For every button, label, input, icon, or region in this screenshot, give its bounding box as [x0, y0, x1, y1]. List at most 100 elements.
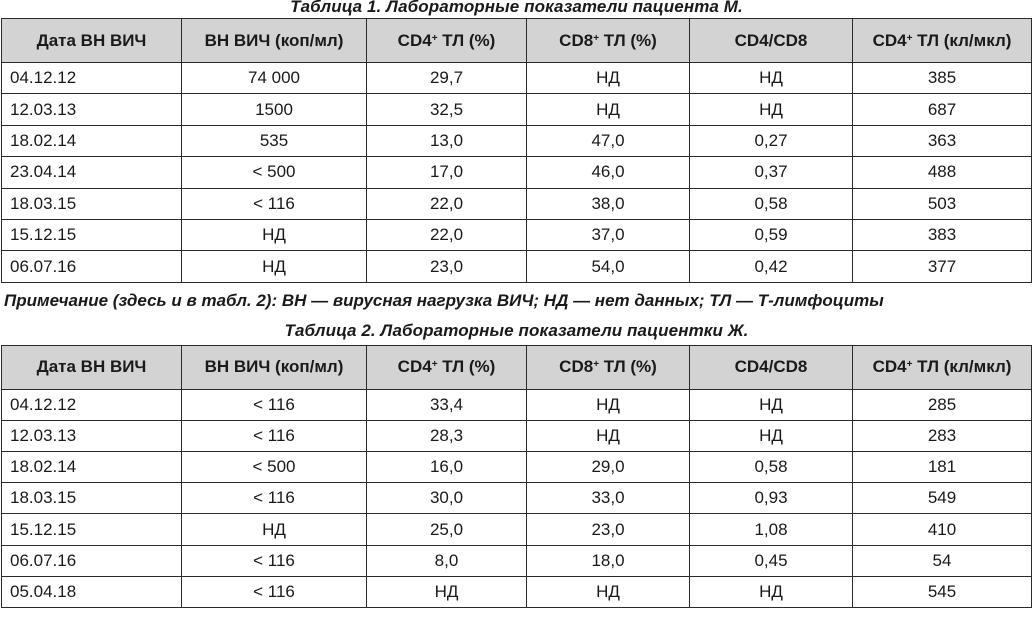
- header-text-tail: ТЛ (%): [599, 357, 657, 377]
- table-cell: 17,0: [366, 156, 527, 189]
- table-cell: 285: [852, 388, 1032, 421]
- header-text: CD4: [397, 30, 432, 50]
- table1-body: 04.12.12 74 000 29,7 НД НД 385 12.03.13 1500 32,…: [1, 61, 1032, 283]
- table-cell: НД: [526, 388, 690, 421]
- table-cell: 30,0: [366, 482, 527, 515]
- table-cell: < 116: [181, 482, 367, 515]
- table1-column-header: ВН ВИЧ (коп/мл): [181, 18, 367, 63]
- table-cell: < 116: [181, 544, 367, 577]
- table-cell: 0,42: [689, 250, 853, 283]
- table-cell: 54,0: [526, 250, 690, 283]
- table-cell: 0,37: [689, 156, 853, 189]
- table-cell: НД: [181, 218, 367, 252]
- table-row: 18.02.14 < 500 16,0 29,0 0,58 181: [1, 451, 1032, 484]
- table-cell: 18,0: [526, 544, 690, 577]
- table-row: 06.07.16 < 116 8,0 18,0 0,45 54: [1, 544, 1032, 577]
- table-cell: 38,0: [526, 187, 690, 220]
- table-cell: 22,0: [366, 187, 527, 220]
- table-cell: 1500: [181, 93, 367, 126]
- header-superscript: +: [906, 32, 913, 44]
- table-cell: < 500: [181, 156, 367, 189]
- table1-column-header: CD8+ ТЛ (%): [526, 18, 690, 63]
- table-cell: НД: [689, 419, 853, 453]
- table2-body: 04.12.12 < 116 33,4 НД НД 285 12.03.13 < 116 28,…: [1, 388, 1032, 609]
- table-cell: 1,08: [689, 513, 853, 546]
- table2-caption: Таблица 2. Лабораторные показатели пацие…: [284, 320, 749, 340]
- table-cell: 377: [852, 250, 1032, 283]
- table-cell: 0,58: [689, 187, 853, 220]
- date-cell: 06.07.16: [1, 544, 182, 577]
- table-cell: 46,0: [526, 156, 690, 189]
- table-cell: < 116: [181, 419, 367, 453]
- date-cell: 06.07.16: [1, 250, 182, 283]
- table-cell: 549: [852, 482, 1032, 515]
- table-row: 05.04.18 < 116 НД НД НД 545: [1, 575, 1032, 609]
- table-cell: 28,3: [366, 419, 527, 453]
- table-cell: 8,0: [366, 544, 527, 577]
- table-row: 12.03.13 < 116 28,3 НД НД 283: [1, 419, 1032, 453]
- table-cell: НД: [526, 61, 690, 95]
- table-cell: < 116: [181, 575, 367, 609]
- table-cell: 29,0: [526, 451, 690, 484]
- table-cell: 25,0: [366, 513, 527, 546]
- table-cell: < 500: [181, 451, 367, 484]
- table-cell: НД: [181, 513, 367, 546]
- table-cell: 22,0: [366, 218, 527, 252]
- header-text-tail: ТЛ (кл/мкл): [912, 30, 1012, 50]
- table-cell: НД: [526, 419, 690, 453]
- header-text-tail: ТЛ (%): [437, 30, 496, 50]
- table-cell: 410: [852, 513, 1032, 546]
- header-superscript: +: [431, 32, 438, 44]
- table-cell: 29,7: [366, 61, 527, 95]
- date-cell: 18.03.15: [1, 187, 182, 220]
- table-cell: 32,5: [366, 93, 527, 126]
- date-cell: 12.03.13: [1, 93, 182, 126]
- table-cell: 181: [852, 451, 1032, 484]
- table2-column-header: CD4+ ТЛ (%): [366, 344, 527, 390]
- table-cell: 0,59: [689, 218, 853, 252]
- table-cell: 33,0: [526, 482, 690, 515]
- date-cell: 15.12.15: [1, 513, 182, 546]
- date-cell: 05.04.18: [1, 575, 182, 609]
- table-row: 18.02.14 535 13,0 47,0 0,27 363: [1, 124, 1032, 158]
- header-text: CD4: [872, 30, 907, 50]
- table-cell: 13,0: [366, 124, 527, 158]
- table-cell: НД: [689, 575, 853, 609]
- header-text: CD4: [872, 357, 907, 377]
- date-cell: 15.12.15: [1, 218, 182, 252]
- header-text: CD4/CD8: [734, 357, 808, 377]
- date-cell: 23.04.14: [1, 156, 182, 189]
- header-superscript: +: [593, 359, 600, 371]
- table-cell: НД: [526, 575, 690, 609]
- date-cell: 12.03.13: [1, 419, 182, 453]
- table-cell: 0,93: [689, 482, 853, 515]
- header-superscript: +: [431, 359, 438, 371]
- header-text-tail: ТЛ (%): [437, 357, 496, 377]
- date-cell: 18.02.14: [1, 451, 182, 484]
- table1-caption: Таблица 1. Лабораторные показатели пацие…: [290, 0, 743, 16]
- table-cell: 503: [852, 187, 1032, 220]
- table1-column-header: CD4+ ТЛ (кл/мкл): [852, 18, 1032, 63]
- table-cell: НД: [689, 93, 853, 126]
- table-cell: 383: [852, 218, 1032, 252]
- table-row: 18.03.15 < 116 22,0 38,0 0,58 503: [1, 187, 1032, 220]
- header-text: ВН ВИЧ (коп/мл): [204, 357, 344, 377]
- table-cell: НД: [689, 61, 853, 95]
- header-text: CD8: [559, 357, 594, 377]
- header-text: ВН ВИЧ (коп/мл): [204, 30, 344, 50]
- table2-column-header: ВН ВИЧ (коп/мл): [181, 344, 367, 390]
- table-cell: НД: [181, 250, 367, 283]
- table-cell: 363: [852, 124, 1032, 158]
- table-note: Примечание (здесь и в табл. 2): ВН — вир…: [4, 290, 884, 310]
- table-cell: 0,58: [689, 451, 853, 484]
- table-cell: 37,0: [526, 218, 690, 252]
- header-text: Дата ВН ВИЧ: [36, 357, 147, 377]
- header-superscript: +: [906, 359, 913, 371]
- table-cell: < 116: [181, 388, 367, 421]
- date-cell: 04.12.12: [1, 388, 182, 421]
- header-text-tail: ТЛ (%): [599, 30, 657, 50]
- table-cell: 16,0: [366, 451, 527, 484]
- table-cell: 385: [852, 61, 1032, 95]
- header-text: CD4: [397, 357, 432, 377]
- table-row: 06.07.16 НД 23,0 54,0 0,42 377: [1, 250, 1032, 283]
